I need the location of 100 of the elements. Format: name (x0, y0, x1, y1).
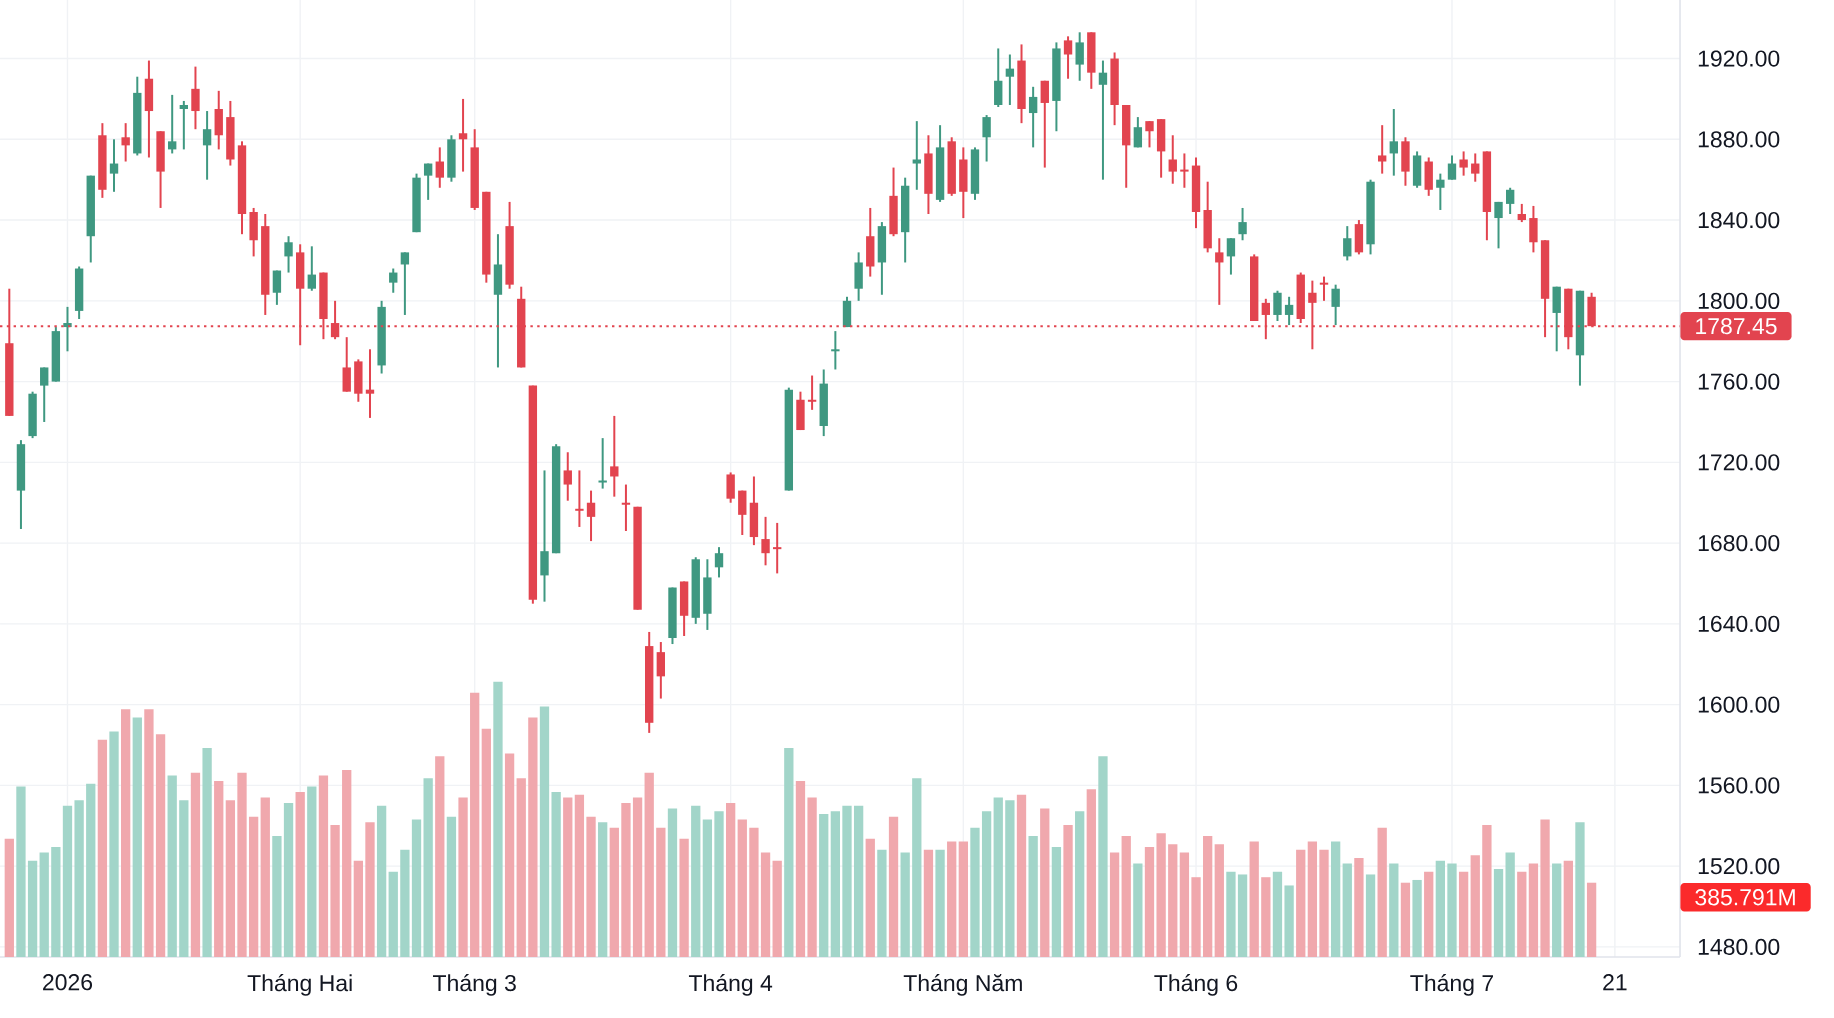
candlestick (1005, 53, 1015, 106)
candlestick (598, 437, 607, 490)
bar (784, 747, 794, 957)
y-tick-label: 1720.00 (1698, 454, 1780, 471)
bar (1040, 808, 1050, 957)
bar (1296, 849, 1306, 957)
bar (1237, 874, 1248, 957)
bar (1447, 863, 1457, 957)
candlestick (1447, 154, 1457, 181)
candlestick (109, 138, 119, 193)
bar (1377, 827, 1387, 957)
bar (1203, 835, 1213, 957)
bar (528, 717, 538, 957)
bar (1284, 885, 1294, 957)
bar (1109, 852, 1120, 957)
bar (1319, 849, 1329, 957)
candlestick (121, 122, 130, 163)
bar (1249, 841, 1259, 957)
candlestick (1180, 152, 1189, 189)
bar (691, 805, 701, 957)
candlestick (1145, 120, 1154, 149)
bar (1342, 863, 1352, 957)
bar (621, 802, 631, 957)
candlestick (1133, 116, 1143, 149)
bar (214, 780, 224, 957)
bar (260, 797, 270, 957)
bar (1354, 857, 1364, 957)
candlestick (575, 469, 584, 528)
candlestick (1377, 124, 1387, 175)
bar (388, 871, 398, 957)
candlestick (1331, 283, 1340, 327)
bar (1226, 871, 1236, 957)
bar (1098, 756, 1108, 957)
y-tick-label: 1480.00 (1698, 938, 1780, 956)
candlestick (621, 483, 631, 532)
bar (1505, 852, 1515, 957)
bar (1179, 852, 1190, 957)
candlestick (1319, 275, 1329, 302)
candlestick (179, 99, 189, 151)
bar (179, 800, 189, 957)
candlestick (1273, 289, 1282, 323)
bar (1412, 879, 1422, 957)
candlestick (1075, 31, 1084, 82)
bar (1214, 844, 1224, 957)
candlestick (202, 110, 212, 181)
bar (109, 731, 119, 957)
candlestick (1343, 225, 1352, 262)
bar (1435, 860, 1445, 957)
x-tick-label: Tháng 4 (688, 974, 773, 996)
bar (935, 849, 945, 957)
bar (958, 841, 968, 957)
bar (481, 728, 491, 957)
bar (62, 805, 73, 957)
bar (167, 775, 177, 957)
y-tick-label: 1560.00 (1698, 777, 1780, 794)
x-tick-label: Tháng Năm (903, 974, 1022, 996)
bar (121, 709, 131, 957)
bar (435, 756, 445, 957)
bar (877, 849, 887, 957)
y-tick-label: 1680.00 (1698, 534, 1780, 552)
bar (853, 805, 864, 957)
candlestick (773, 521, 782, 575)
candlestick (1505, 186, 1515, 216)
bar (1365, 874, 1376, 957)
bar (400, 849, 410, 957)
bar (376, 805, 387, 957)
candlestick (284, 235, 293, 274)
bar (726, 802, 736, 957)
bar (795, 780, 806, 957)
bar (307, 786, 317, 957)
bar (1028, 835, 1038, 957)
candlestick (1471, 152, 1480, 183)
candlestick (1063, 35, 1073, 80)
candlestick (714, 546, 724, 579)
candlestick (307, 245, 316, 292)
bar (272, 835, 282, 957)
bar (1307, 841, 1318, 957)
x-tick-label: Tháng 7 (1410, 974, 1493, 996)
bar (504, 753, 515, 957)
candlestick (1238, 206, 1247, 242)
bar (760, 852, 771, 957)
bar (1016, 794, 1027, 957)
y-tick-label: 1600.00 (1698, 696, 1780, 713)
bar (574, 794, 585, 957)
y-tick-label: 1800.00 (1698, 292, 1780, 309)
bar (1470, 855, 1480, 957)
text: 385.791M (1695, 889, 1795, 906)
bar (1400, 882, 1411, 957)
bar (1063, 824, 1073, 957)
bar (225, 800, 236, 957)
candlestick (1098, 59, 1108, 181)
candlestick (1226, 237, 1236, 276)
bar (248, 816, 259, 957)
candlestick (168, 93, 177, 155)
bar (237, 772, 247, 957)
candlestick (1436, 172, 1445, 211)
bar (1156, 833, 1166, 957)
bar (74, 800, 84, 957)
x-tick-label: Tháng 3 (433, 974, 516, 996)
candlestick (400, 251, 410, 316)
